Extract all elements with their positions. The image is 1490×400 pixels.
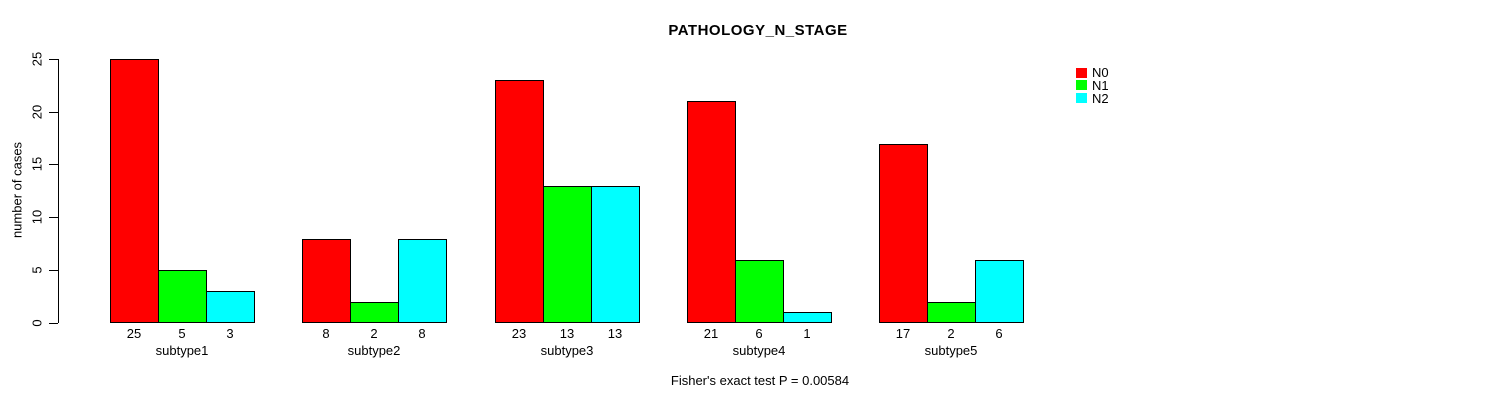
chart-title: PATHOLOGY_N_STAGE: [668, 22, 848, 39]
bar-value-label: 17: [895, 326, 911, 341]
bar-subtype1-N0: [110, 59, 159, 323]
stat-annotation: Fisher's exact test P = 0.00584: [670, 373, 850, 388]
y-tick-mark: [49, 269, 58, 271]
bar-value-label: 25: [126, 326, 142, 341]
bar-subtype3-N1: [543, 186, 592, 323]
legend-swatch-icon: [1076, 93, 1087, 104]
legend-label: N2: [1092, 90, 1109, 106]
legend-swatch-icon: [1076, 67, 1087, 78]
bar-subtype5-N0: [879, 144, 928, 323]
bar-value-label: 13: [559, 326, 575, 341]
legend-row-N2: N2: [1076, 90, 1109, 106]
y-tick-label: 25: [29, 51, 45, 66]
bar-subtype2-N0: [302, 239, 351, 323]
category-label-subtype4: subtype4: [732, 343, 786, 358]
bar-value-label: 13: [607, 326, 623, 341]
legend-row-N0: N0: [1076, 65, 1109, 80]
category-label-subtype2: subtype2: [347, 343, 401, 358]
bar-value-label: 5: [178, 326, 186, 341]
y-axis-line: [58, 59, 59, 323]
y-tick-mark: [49, 322, 58, 324]
bar-value-label: 2: [370, 326, 378, 341]
bar-value-label: 8: [418, 326, 426, 341]
y-tick-mark: [49, 217, 58, 218]
y-tick-label: 15: [29, 157, 45, 172]
bar-subtype2-N1: [350, 302, 399, 323]
bar-value-label: 3: [226, 326, 234, 341]
bar-value-label: 8: [322, 326, 330, 341]
y-tick-mark: [49, 111, 58, 113]
bar-value-label: 1: [803, 326, 811, 341]
legend-row-N1: N1: [1076, 77, 1109, 93]
y-tick-label: 5: [29, 266, 45, 274]
y-tick-mark: [49, 58, 58, 60]
bar-subtype1-N2: [206, 291, 255, 323]
bar-value-label: 6: [755, 326, 763, 341]
bar-subtype4-N1: [735, 260, 784, 323]
y-axis-label: number of cases: [9, 141, 25, 239]
y-tick-mark: [49, 164, 58, 166]
bar-subtype2-N2: [398, 239, 447, 323]
category-label-subtype1: subtype1: [155, 343, 209, 358]
y-tick-label: 10: [29, 209, 45, 225]
bar-value-label: 2: [947, 326, 955, 341]
bar-subtype3-N0: [495, 80, 544, 323]
bar-value-label: 6: [995, 326, 1003, 341]
bar-subtype4-N0: [687, 101, 736, 323]
bar-value-label: 23: [511, 326, 527, 341]
bar-subtype1-N1: [158, 270, 207, 323]
bar-value-label: 21: [703, 326, 719, 341]
bar-subtype5-N1: [927, 302, 976, 323]
legend-label: N1: [1092, 77, 1109, 93]
bar-subtype5-N2: [975, 260, 1024, 323]
y-tick-label: 20: [29, 104, 45, 119]
legend-label: N0: [1092, 65, 1109, 80]
bar-subtype4-N2: [783, 312, 832, 323]
legend-swatch-icon: [1076, 80, 1087, 91]
bar-subtype3-N2: [591, 186, 640, 323]
category-label-subtype5: subtype5: [924, 343, 978, 358]
category-label-subtype3: subtype3: [540, 343, 594, 358]
y-tick-label: 0: [29, 318, 45, 327]
